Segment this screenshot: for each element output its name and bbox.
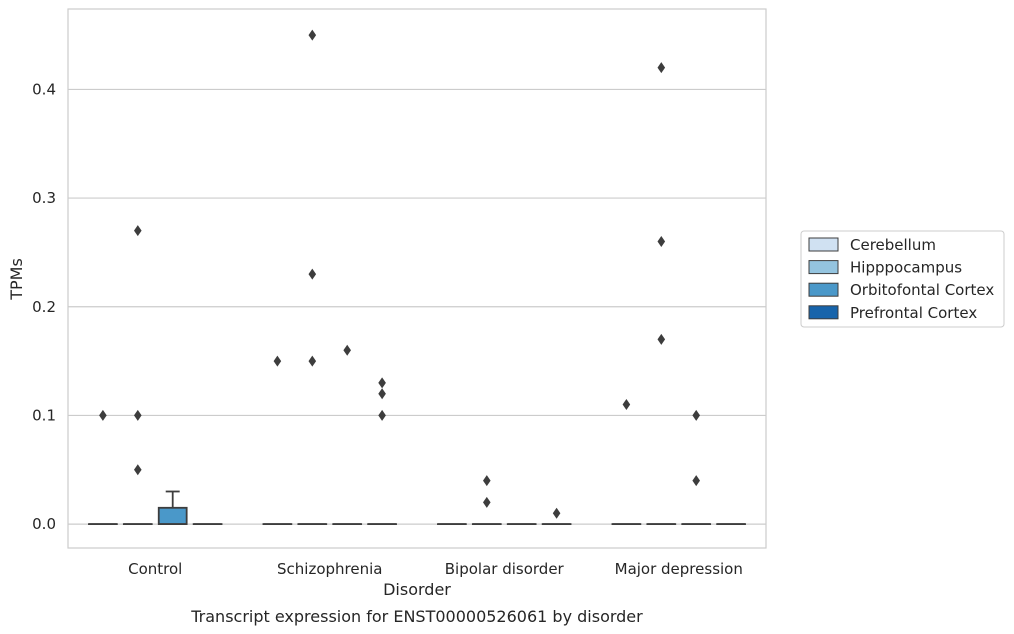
y-tick-label: 0.3 (32, 189, 56, 207)
outlier-point (657, 236, 666, 248)
outlier-point (308, 355, 317, 367)
x-axis-label: Disorder (383, 580, 451, 599)
outlier-point (273, 355, 282, 367)
box-orbitofontal-cortex (681, 409, 712, 526)
chart-caption: Transcript expression for ENST0000052606… (190, 607, 643, 626)
outlier-point (692, 409, 700, 421)
box-prefrontal-cortex (541, 507, 572, 526)
outlier-point (483, 475, 491, 487)
legend-label: Hipppocampus (850, 259, 962, 277)
outlier-point (622, 399, 631, 411)
legend-swatch (808, 305, 839, 320)
legend-swatch (808, 282, 839, 297)
outlier-point (134, 225, 142, 237)
plot-frame (67, 8, 767, 549)
legend-swatch (808, 237, 839, 252)
outlier-point (134, 409, 142, 421)
x-tick-label: Schizophrenia (277, 560, 382, 578)
legend-entries: Cerebellum Hipppocampus Orbitofontal Corte… (808, 236, 994, 322)
outlier-point (378, 409, 386, 421)
outlier-point (483, 496, 491, 508)
outlier-point (657, 333, 666, 345)
legend-label: Orbitofontal Cortex (850, 281, 994, 299)
outlier-point (308, 268, 317, 280)
box-cerebellum (88, 409, 118, 526)
outlier-point (99, 409, 107, 421)
y-tick-label: 0.0 (32, 515, 56, 533)
box-orbitofontal-cortex (157, 490, 188, 525)
legend-frame (800, 230, 1005, 328)
y-tick-label: 0.2 (32, 298, 56, 316)
outlier-point (308, 29, 317, 41)
box-marks (88, 29, 746, 526)
outlier-point (552, 507, 561, 519)
grid-lines (68, 88, 766, 525)
box-hipppocampus (122, 225, 153, 526)
box-hipppocampus (471, 475, 502, 526)
box-cerebellum (611, 399, 642, 526)
box-body (157, 506, 188, 525)
x-tick-label: Control (128, 560, 182, 578)
box-prefrontal-cortex (367, 377, 397, 526)
y-tick-label: 0.4 (32, 80, 56, 98)
x-tick-label: Bipolar disorder (445, 560, 565, 578)
box-hipppocampus (646, 62, 677, 526)
y-axis-ticks: 0.0 0.1 0.2 0.3 0.4 (32, 80, 56, 533)
box-orbitofontal-cortex (332, 344, 363, 526)
legend-label: Prefrontal Cortex (850, 304, 977, 322)
legend-swatch (808, 260, 839, 275)
y-axis-label: TPMs (7, 258, 26, 301)
legend-label: Cerebellum (850, 236, 936, 254)
outlier-point (378, 388, 386, 400)
box-cerebellum (262, 355, 293, 526)
outlier-point (378, 377, 386, 389)
x-tick-label: Major depression (615, 560, 743, 578)
outlier-point (343, 344, 351, 356)
outlier-point (692, 475, 700, 487)
legend: Cerebellum Hipppocampus Orbitofontal Corte… (800, 230, 1005, 328)
x-axis-ticks: Control Schizophrenia Bipolar disorder Majo… (128, 560, 743, 578)
outlier-point (134, 464, 142, 476)
y-tick-label: 0.1 (32, 406, 56, 424)
outlier-point (657, 62, 666, 74)
box-hipppocampus (297, 29, 328, 526)
